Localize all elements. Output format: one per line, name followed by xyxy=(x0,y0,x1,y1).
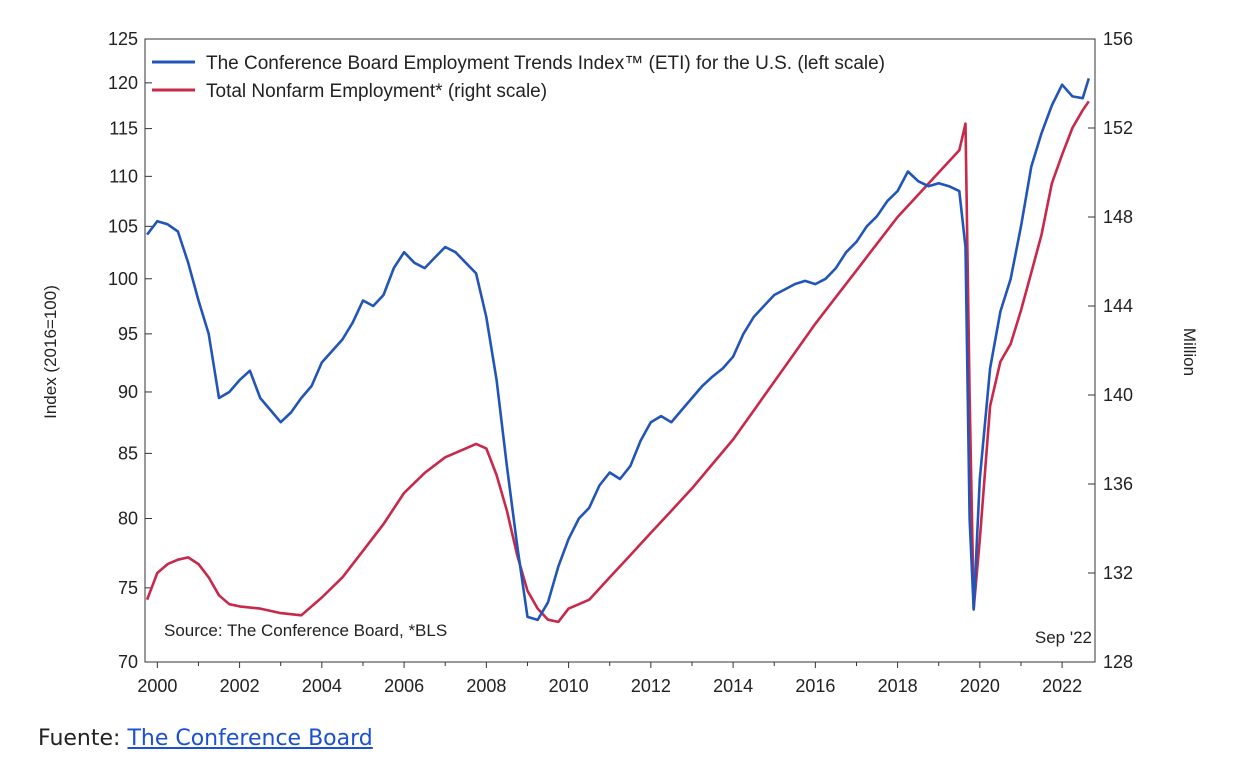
x-tick-label: 2002 xyxy=(220,676,260,696)
left-axis-label: Index (2016=100) xyxy=(41,285,60,419)
left-tick-label: 110 xyxy=(109,166,138,186)
source-note: Source: The Conference Board, *BLS xyxy=(164,621,447,640)
employment-trends-chart: 70 75 80 85 90 95 100 105 110 115 120 125 128 132 136… xyxy=(41,29,1199,696)
x-tick-label: 2018 xyxy=(878,676,918,696)
left-tick-label: 100 xyxy=(108,269,138,289)
date-note: Sep '22 xyxy=(1035,628,1092,647)
figure-caption: Fuente: The Conference Board xyxy=(38,726,373,751)
eti-series-line xyxy=(146,78,1091,622)
right-tick-label: 136 xyxy=(1103,474,1133,494)
x-tick-label: 2008 xyxy=(466,676,506,696)
right-tick-label: 140 xyxy=(1103,385,1133,405)
right-tick-label: 144 xyxy=(1103,296,1133,316)
left-axis-ticks: 70 75 80 85 90 95 100 105 110 115 120 125 xyxy=(108,29,152,672)
caption-prefix: Fuente: xyxy=(38,726,128,751)
right-axis-ticks: 128 132 136 140 144 148 152 156 xyxy=(1088,29,1133,672)
series-layer xyxy=(145,78,1091,624)
x-tick-label: 2012 xyxy=(631,676,671,696)
right-tick-label: 132 xyxy=(1103,563,1133,583)
left-tick-label: 120 xyxy=(108,73,138,93)
x-tick-label: 2020 xyxy=(960,676,1000,696)
right-tick-label: 128 xyxy=(1103,652,1133,672)
right-tick-label: 148 xyxy=(1103,207,1133,227)
x-tick-label: 2022 xyxy=(1042,676,1082,696)
left-tick-label: 105 xyxy=(108,216,138,236)
right-axis-label: Million xyxy=(1180,328,1199,376)
x-tick-label: 2004 xyxy=(302,676,342,696)
x-tick-label: 2016 xyxy=(795,676,835,696)
x-tick-label: 2010 xyxy=(549,676,589,696)
plot-frame xyxy=(144,38,1096,663)
x-axis-ticks: 2000 2002 2004 2006 2008 2010 2012 2014 2016 2018… xyxy=(137,662,1082,696)
legend: The Conference Board Employment Trends I… xyxy=(152,53,885,102)
left-tick-label: 75 xyxy=(118,578,138,598)
right-tick-label: 156 xyxy=(1103,29,1133,49)
left-tick-label: 115 xyxy=(109,119,138,139)
left-tick-label: 85 xyxy=(118,443,138,463)
x-tick-label: 2014 xyxy=(713,676,753,696)
left-tick-label: 90 xyxy=(118,382,138,402)
left-tick-label: 125 xyxy=(108,29,138,49)
x-tick-label: 2000 xyxy=(137,676,177,696)
legend-label-nonfarm: Total Nonfarm Employment* (right scale) xyxy=(206,81,547,102)
left-tick-label: 80 xyxy=(118,509,138,529)
left-tick-label: 95 xyxy=(118,324,138,344)
x-tick-label: 2006 xyxy=(384,676,424,696)
right-tick-label: 152 xyxy=(1103,118,1133,138)
legend-label-eti: The Conference Board Employment Trends I… xyxy=(206,53,885,74)
nonfarm-series-line xyxy=(145,100,1090,624)
source-link[interactable]: The Conference Board xyxy=(127,726,373,751)
left-tick-label: 70 xyxy=(118,652,138,672)
